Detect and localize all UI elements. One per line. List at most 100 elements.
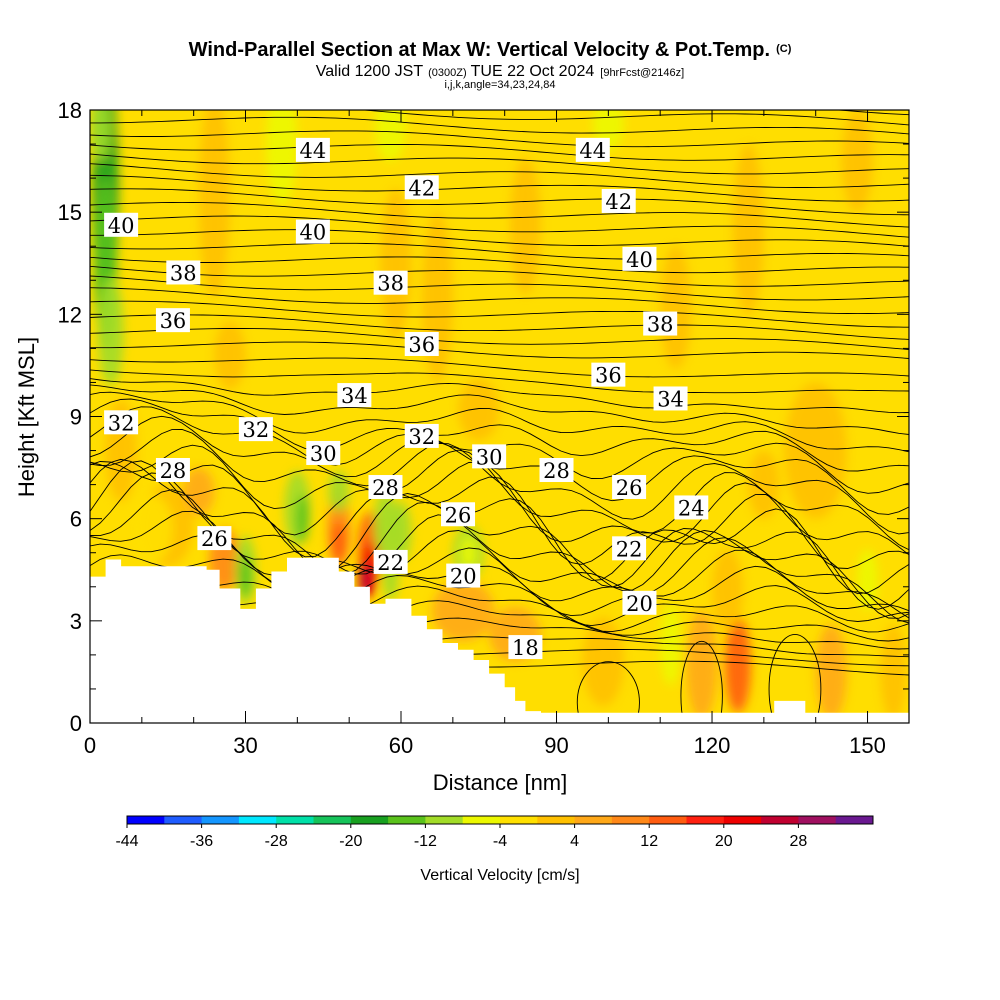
isentrope-loop — [576, 661, 640, 723]
x-tick-label: 0 — [84, 733, 96, 758]
contour-label-box — [155, 308, 190, 333]
colorbar-swatch — [574, 816, 613, 824]
contour-label: 28 — [543, 459, 570, 483]
velocity-cell — [460, 535, 477, 570]
contour-label-box — [104, 212, 139, 237]
colorbar-swatch — [388, 816, 426, 824]
contour-label: 36 — [160, 309, 187, 333]
contour-label-box — [404, 423, 439, 448]
contour-label: 30 — [476, 445, 503, 469]
velocity-cell — [509, 157, 541, 294]
contour-label: 32 — [408, 425, 435, 449]
contour-label: 40 — [626, 248, 653, 272]
isentrope-line — [90, 328, 909, 350]
isentrope-line — [90, 265, 909, 287]
contour-label-box — [337, 383, 372, 408]
velocity-cell — [784, 382, 847, 519]
contour-label-box — [373, 270, 408, 295]
isentrope-line — [90, 415, 909, 515]
colorbar-swatch — [462, 816, 501, 824]
contour-label-box — [404, 331, 439, 356]
contour-label: 36 — [408, 333, 435, 357]
isentrope-line — [90, 341, 909, 359]
isentrope-line — [90, 460, 909, 595]
chart-title: Wind-Parallel Section at Max W: Vertical… — [189, 39, 792, 61]
colorbar-tick-label: 20 — [715, 833, 733, 850]
contour-label: 20 — [626, 592, 653, 616]
contour-label: 28 — [160, 459, 187, 483]
colorbar-tick-label: -4 — [493, 833, 507, 850]
velocity-cell — [97, 276, 124, 386]
valid-time-line: Valid 1200 JST (0300Z) TUE 22 Oct 2024 [9hr… — [316, 63, 684, 80]
y-tick-label: 0 — [70, 711, 82, 736]
velocity-cell — [432, 579, 495, 642]
contour-label-box — [104, 410, 139, 435]
colorbar-tick-label: -28 — [265, 833, 288, 850]
colorbar-swatch — [127, 816, 165, 824]
y-tick-label: 9 — [70, 405, 82, 430]
isentrope-line — [90, 461, 909, 556]
isentrope-line — [90, 153, 909, 175]
contour-label-box — [373, 549, 408, 574]
contour-label: 44 — [300, 139, 327, 163]
y-tick-label: 6 — [70, 507, 82, 532]
colorbar-swatch — [649, 816, 687, 824]
isentrope-loop — [768, 634, 822, 723]
colorbar-swatch — [164, 816, 203, 824]
contour-label-box — [539, 457, 574, 482]
velocity-cell — [331, 522, 347, 563]
contour-label-box — [295, 219, 330, 244]
colorbar-tick-label: 12 — [640, 833, 658, 850]
contour-label-box — [155, 457, 190, 482]
contour-label: 38 — [647, 313, 674, 337]
contour-label-box — [653, 386, 688, 411]
contour-label-box — [591, 362, 626, 387]
contour-label-box — [612, 475, 647, 500]
terrain-mask — [90, 557, 909, 723]
contour-label-box — [306, 440, 341, 465]
x-axis-label: Distance [nm] — [433, 770, 568, 795]
velocity-cell — [328, 470, 350, 512]
contour-label-box — [601, 188, 636, 213]
colorbar-tick-label: -44 — [115, 833, 138, 850]
isentrope-line — [90, 163, 909, 188]
contour-label-box — [674, 495, 709, 520]
velocity-cell — [660, 603, 681, 686]
y-tick-label: 12 — [58, 302, 82, 327]
y-tick-label: 18 — [58, 98, 82, 123]
velocity-cell — [198, 110, 230, 298]
velocity-cell — [214, 321, 246, 390]
x-tick-label: 60 — [389, 733, 413, 758]
x-tick-label: 30 — [233, 733, 257, 758]
isentrope-line — [90, 300, 909, 328]
velocity-cell — [724, 617, 751, 713]
x-tick-label: 90 — [544, 733, 568, 758]
velocity-cell — [380, 188, 412, 339]
contour-label: 18 — [512, 636, 539, 660]
contour-label: 26 — [445, 503, 472, 527]
isentrope-line — [90, 314, 909, 340]
isentrope-line — [90, 357, 909, 378]
isentrope-line — [90, 130, 909, 148]
isentrope-line — [90, 215, 909, 238]
colorbar-swatch — [350, 816, 389, 824]
contour-label: 22 — [616, 537, 643, 561]
y-tick-label: 15 — [58, 200, 82, 225]
contour-label: 36 — [595, 364, 622, 388]
isentrope-line — [90, 384, 909, 435]
velocity-cell — [296, 494, 309, 543]
section-info: i,j,k,angle=34,23,24,84 — [444, 79, 555, 91]
x-axis: 0 30 60 90 120 150 — [84, 110, 886, 758]
plot-area: 44 44 42 42 40 40 40 38 38 38 36 36 36 34 34 32 32 32 30 30… — [90, 110, 909, 723]
y-axis: 0 36 9 12 15 18 — [58, 98, 909, 736]
colorbar-swatch — [500, 816, 538, 824]
isentrope-line — [90, 391, 909, 453]
colorbar-swatch — [238, 816, 277, 824]
contour-label-box — [197, 526, 232, 551]
colorbar-tick-label: 28 — [790, 833, 808, 850]
colorbar: -44 -36 -28 -20 -12 -4 4 12 20 28 — [115, 815, 874, 850]
contour-label: 38 — [170, 261, 197, 285]
contour-label-box — [472, 444, 507, 469]
velocity-cell — [857, 549, 878, 611]
contour-label: 44 — [579, 139, 606, 163]
